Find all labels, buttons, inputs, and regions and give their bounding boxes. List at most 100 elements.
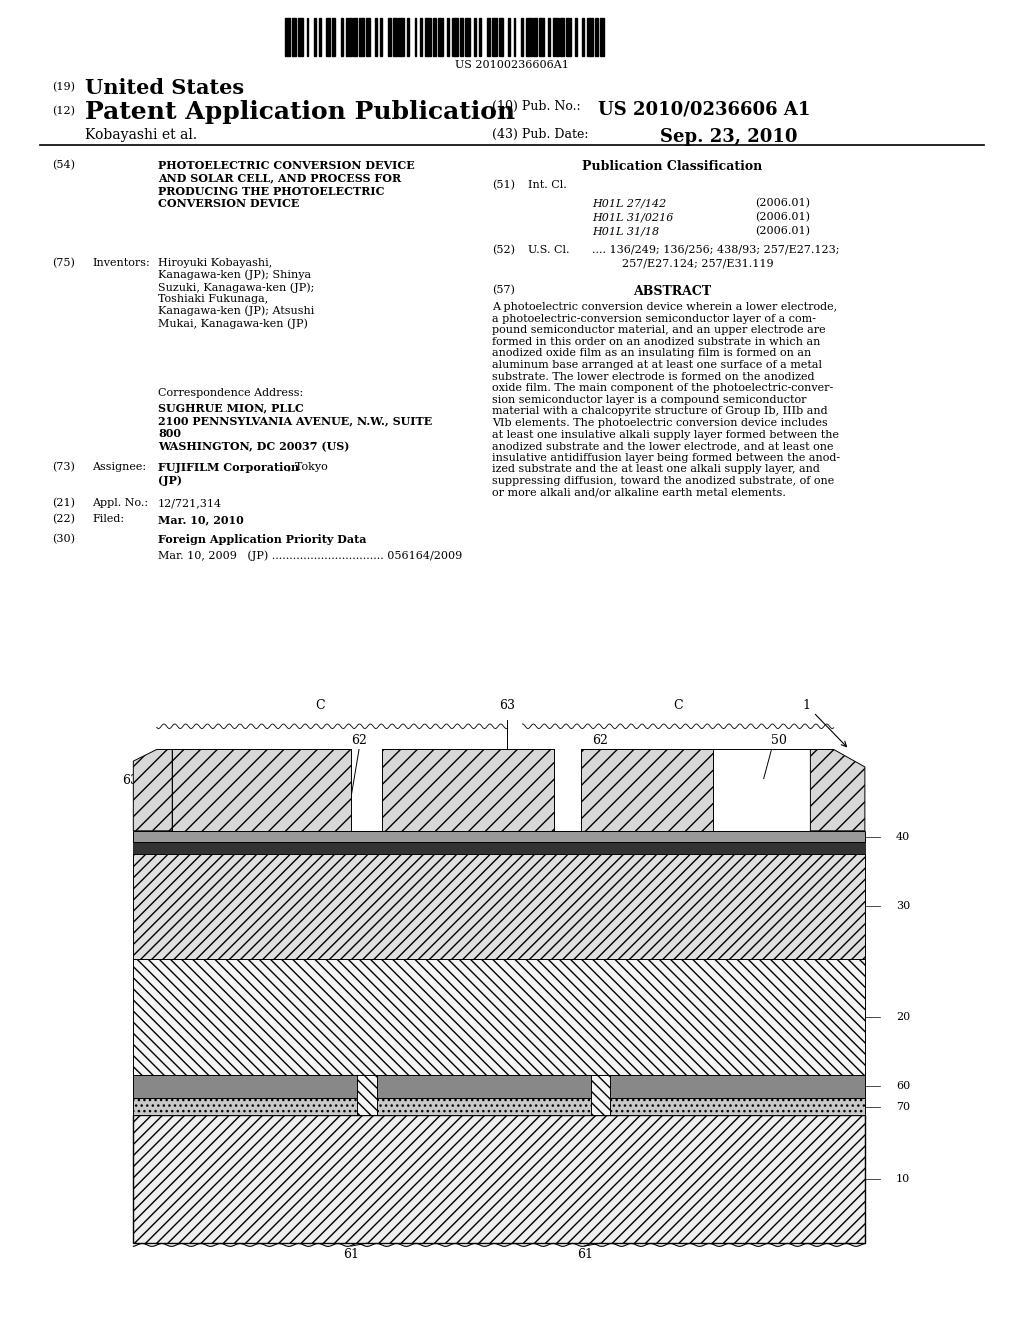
Text: (10) Pub. No.:: (10) Pub. No.: xyxy=(492,100,581,114)
Text: US 20100236606A1: US 20100236606A1 xyxy=(455,59,569,70)
Text: 50: 50 xyxy=(771,734,787,747)
Bar xyxy=(357,958,377,1115)
Bar xyxy=(398,18,403,55)
Text: PHOTOELECTRIC CONVERSION DEVICE
AND SOLAR CELL, AND PROCESS FOR
PRODUCING THE PH: PHOTOELECTRIC CONVERSION DEVICE AND SOLA… xyxy=(158,160,415,210)
Bar xyxy=(447,18,449,55)
Text: 63: 63 xyxy=(499,698,515,711)
Text: 10: 10 xyxy=(896,1175,910,1184)
Text: Foreign Application Priority Data: Foreign Application Priority Data xyxy=(158,535,367,545)
Bar xyxy=(500,18,503,55)
Bar xyxy=(133,1098,865,1115)
Bar xyxy=(292,18,296,55)
Bar xyxy=(375,18,377,55)
Bar xyxy=(582,18,584,55)
Bar xyxy=(358,18,365,55)
Text: Mar. 10, 2010: Mar. 10, 2010 xyxy=(158,513,244,525)
Bar xyxy=(521,18,522,55)
Bar xyxy=(526,18,531,55)
Bar xyxy=(388,18,391,55)
Polygon shape xyxy=(810,750,865,830)
Bar xyxy=(285,18,291,55)
Text: (19): (19) xyxy=(52,82,75,92)
Bar xyxy=(133,854,865,958)
Text: 62: 62 xyxy=(592,734,608,747)
Text: Kobayashi et al.: Kobayashi et al. xyxy=(85,128,198,143)
Bar xyxy=(393,18,396,55)
Text: US 2010/0236606 A1: US 2010/0236606 A1 xyxy=(598,100,810,117)
Text: 1: 1 xyxy=(803,698,847,747)
Bar xyxy=(560,18,564,55)
Bar xyxy=(298,18,303,55)
Bar xyxy=(327,18,330,55)
Text: (73): (73) xyxy=(52,462,75,473)
Text: 60: 60 xyxy=(896,1081,910,1092)
Text: Publication Classification: Publication Classification xyxy=(582,160,762,173)
Bar xyxy=(408,18,410,55)
Bar xyxy=(595,18,598,55)
Text: H01L 31/18: H01L 31/18 xyxy=(592,226,659,236)
Text: 12/721,314: 12/721,314 xyxy=(158,498,222,508)
Bar xyxy=(172,750,351,830)
Text: (22): (22) xyxy=(52,513,75,524)
Text: 20: 20 xyxy=(896,1011,910,1022)
Text: Mar. 10, 2009   (JP) ................................ 056164/2009: Mar. 10, 2009 (JP) .....................… xyxy=(158,550,462,561)
Bar xyxy=(486,18,490,55)
Bar xyxy=(574,18,577,55)
Bar xyxy=(133,830,865,842)
Bar xyxy=(133,958,865,1074)
Text: 257/E27.124; 257/E31.119: 257/E27.124; 257/E31.119 xyxy=(622,259,773,269)
Bar xyxy=(133,958,865,1074)
Bar xyxy=(588,18,593,55)
Bar xyxy=(425,18,431,55)
Text: (JP): (JP) xyxy=(158,475,182,486)
Text: 61: 61 xyxy=(577,1247,593,1261)
Bar xyxy=(479,18,481,55)
Text: C: C xyxy=(674,698,683,711)
Text: (21): (21) xyxy=(52,498,75,508)
Text: Patent Application Publication: Patent Application Publication xyxy=(85,100,515,124)
Text: 2100 PENNSYLVANIA AVENUE, N.W., SUITE: 2100 PENNSYLVANIA AVENUE, N.W., SUITE xyxy=(158,414,432,426)
Bar xyxy=(346,18,351,55)
Text: (2006.01): (2006.01) xyxy=(755,213,810,222)
Text: 800: 800 xyxy=(158,428,181,440)
Bar xyxy=(514,18,515,55)
Text: (75): (75) xyxy=(52,257,75,268)
Bar xyxy=(438,18,443,55)
Bar xyxy=(366,18,370,55)
Text: United States: United States xyxy=(85,78,244,98)
Bar xyxy=(306,18,308,55)
Bar xyxy=(600,18,603,55)
Bar xyxy=(539,18,544,55)
Text: H01L 31/0216: H01L 31/0216 xyxy=(592,213,674,222)
Bar xyxy=(553,18,559,55)
Text: 63: 63 xyxy=(122,775,137,787)
Bar xyxy=(380,18,382,55)
Bar xyxy=(313,18,315,55)
Text: Appl. No.:: Appl. No.: xyxy=(92,498,148,508)
Bar xyxy=(133,842,865,854)
Bar xyxy=(460,18,463,55)
Bar xyxy=(353,18,357,55)
Text: (2006.01): (2006.01) xyxy=(755,198,810,209)
Text: (43) Pub. Date:: (43) Pub. Date: xyxy=(492,128,589,141)
Text: Assignee:: Assignee: xyxy=(92,462,146,473)
Bar xyxy=(382,750,554,830)
Bar xyxy=(534,18,537,55)
Text: 70: 70 xyxy=(896,1102,910,1111)
Text: Filed:: Filed: xyxy=(92,513,124,524)
Polygon shape xyxy=(133,750,172,830)
Bar xyxy=(432,18,436,55)
Bar xyxy=(566,18,571,55)
Text: 40: 40 xyxy=(896,832,910,842)
Text: Inventors:: Inventors: xyxy=(92,257,150,268)
Text: WASHINGTON, DC 20037 (US): WASHINGTON, DC 20037 (US) xyxy=(158,441,349,451)
Text: (57): (57) xyxy=(492,285,515,296)
Text: , Tokyo: , Tokyo xyxy=(288,462,328,473)
Text: Sep. 23, 2010: Sep. 23, 2010 xyxy=(660,128,798,147)
Text: FUJIFILM Corporation: FUJIFILM Corporation xyxy=(158,462,299,473)
Bar xyxy=(319,18,321,55)
Bar xyxy=(415,18,417,55)
Text: A photoelectric conversion device wherein a lower electrode,
a photoelectric-con: A photoelectric conversion device wherei… xyxy=(492,302,840,498)
Text: SUGHRUE MION, PLLC: SUGHRUE MION, PLLC xyxy=(158,403,304,413)
Text: (51): (51) xyxy=(492,180,515,190)
